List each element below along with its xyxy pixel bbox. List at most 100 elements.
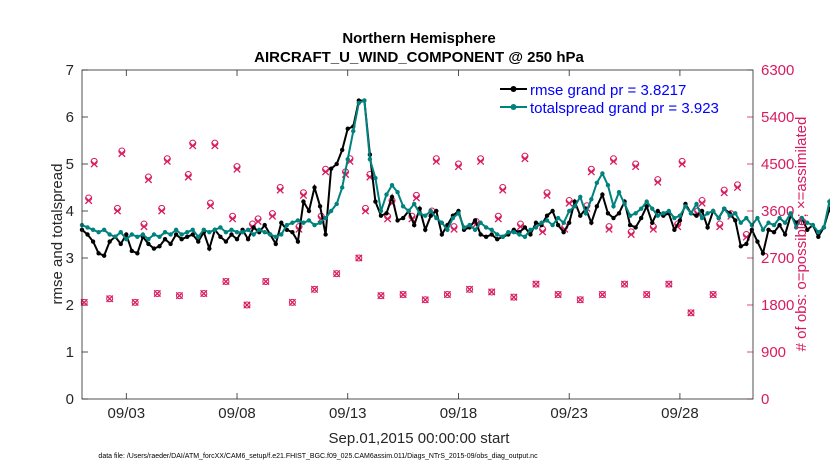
obs-possible-marker — [687, 309, 695, 317]
spread-point — [290, 220, 295, 225]
spread-point — [638, 206, 644, 211]
spread-point — [644, 199, 649, 204]
obs-assimilated-marker — [488, 288, 496, 296]
rmse-point — [782, 232, 788, 237]
y-axis-right-label: # of obs: o=possible; ×=assimilated — [793, 117, 810, 352]
spread-point — [522, 234, 528, 240]
rmse-point — [672, 227, 677, 232]
obs-assimilated-marker — [412, 194, 421, 202]
chart-subtitle: AIRCRAFT_U_WIND_COMPONENT @ 250 hPa — [254, 49, 584, 66]
x-axis: 09/03 09/08 09/13 09/18 09/23 09/28 — [108, 70, 699, 422]
rmse-point — [90, 239, 96, 244]
spread-point — [705, 211, 710, 216]
obs-assimilated-marker — [163, 157, 171, 166]
spread-point — [218, 225, 223, 230]
spread-point — [816, 229, 821, 235]
spread-point — [533, 225, 539, 230]
rmse-point — [218, 234, 223, 240]
rmse-point — [384, 211, 389, 216]
spread-point — [406, 208, 411, 214]
rmse-point — [644, 204, 649, 209]
spread-point — [168, 232, 173, 237]
obs-assimilated-marker — [649, 225, 658, 233]
spread-point — [566, 208, 572, 214]
spread-point — [428, 208, 433, 214]
rmse-point — [245, 237, 251, 242]
y-tick-label: 7 — [66, 62, 74, 79]
spread-point — [184, 229, 190, 235]
rmse-point — [323, 232, 328, 237]
obs-assimilated-marker — [211, 142, 219, 150]
spread-point — [201, 227, 206, 232]
spread-point — [135, 234, 140, 240]
obs-possible-marker — [222, 278, 230, 285]
obs-possible-marker — [262, 278, 270, 285]
obs-possible-marker — [510, 293, 518, 301]
spread-point — [411, 201, 417, 207]
rmse-point — [295, 239, 301, 244]
rmse-point — [157, 244, 162, 249]
obs-possible-marker — [643, 291, 651, 299]
spread-point — [162, 229, 168, 235]
y-tick-label: 2 — [66, 297, 74, 314]
spread-point — [295, 218, 301, 223]
spread-point — [483, 225, 489, 230]
obs-assimilated-marker — [106, 295, 114, 303]
rmse-point — [196, 239, 201, 244]
spread-point — [583, 211, 589, 216]
spread-point — [727, 213, 732, 218]
rmse-point — [229, 232, 234, 237]
spread-point — [356, 100, 362, 106]
footnote: data file: /Users/raeder/DAI/ATM_forcXX/… — [98, 453, 538, 460]
spread-point — [118, 229, 123, 235]
obs-assimilated-marker — [361, 207, 370, 215]
y-tick-label: 1 — [66, 344, 74, 361]
spread-point — [345, 157, 350, 162]
rmse-point — [555, 222, 561, 228]
obs-possible-marker — [333, 270, 341, 278]
rmse-point — [805, 227, 810, 232]
rmse-point — [96, 251, 101, 256]
spread-point — [461, 225, 467, 230]
rmse-point — [184, 234, 190, 240]
rmse-point — [677, 218, 683, 223]
rmse-point — [279, 220, 284, 225]
legend-rmse-marker — [510, 86, 517, 92]
spread-point — [777, 215, 782, 221]
obs-assimilated-marker — [605, 225, 613, 233]
obs-assimilated-marker — [654, 178, 662, 186]
spread-point — [555, 215, 561, 221]
rmse-point — [135, 251, 140, 256]
spread-point — [284, 222, 290, 228]
spread-point — [683, 204, 688, 209]
rmse-point — [312, 185, 317, 190]
obs-possible-marker — [532, 280, 540, 288]
rmse-point — [262, 222, 267, 228]
obs-assimilated-marker — [200, 289, 208, 298]
spread-point — [190, 227, 195, 232]
rmse-point — [738, 244, 744, 249]
spread-point — [616, 190, 622, 195]
rmse-point — [234, 237, 240, 242]
rmse-point — [306, 208, 312, 214]
obs-possible-marker — [288, 298, 296, 306]
y-right-tick-label: 4500 — [761, 156, 794, 173]
rmse-point — [550, 208, 555, 214]
spread-point — [240, 229, 245, 235]
spread-point — [384, 192, 389, 197]
obs-possible-marker — [598, 291, 606, 299]
spread-point — [478, 220, 483, 225]
spread-point — [710, 208, 716, 214]
rmse-point — [627, 222, 633, 228]
obs-possible-marker — [131, 298, 139, 306]
spread-point — [672, 215, 677, 221]
rmse-point — [151, 246, 157, 251]
rmse-point — [317, 204, 323, 209]
spread-point — [268, 232, 273, 237]
rmse-point — [566, 220, 572, 225]
obs-assimilated-marker — [228, 215, 237, 223]
rmse-point — [522, 225, 528, 230]
rmse-point — [389, 194, 395, 200]
rmse-point — [495, 237, 500, 242]
rmse-point — [489, 232, 494, 237]
